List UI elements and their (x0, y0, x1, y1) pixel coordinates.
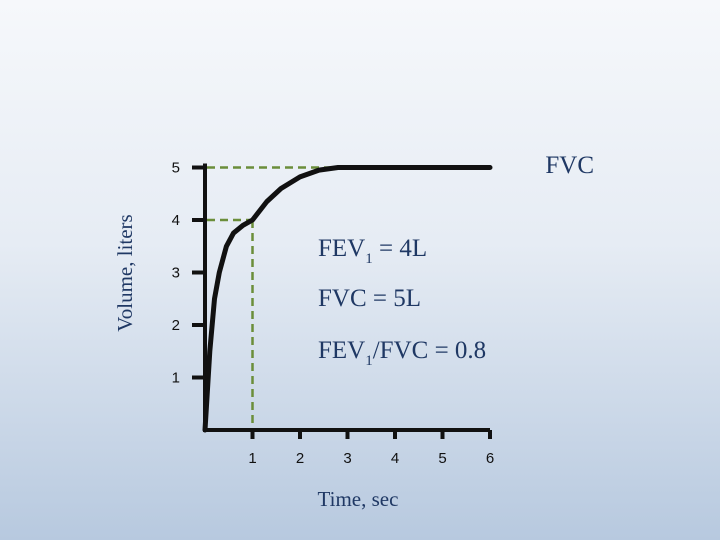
y-tick-label: 2 (172, 317, 180, 334)
series-layer (202, 165, 493, 433)
annotation-fev1-main: FEV (318, 235, 365, 262)
annotation-ratio-rest: /FVC = 0.8 (373, 337, 486, 364)
y-tick-label: 1 (172, 370, 180, 387)
y-tick-label: 5 (172, 160, 180, 177)
y-tick-label: 4 (172, 212, 180, 229)
y-ticks: 1 2 3 4 5 (172, 160, 205, 387)
annotation-fvc-main: FVC = 5L (318, 285, 421, 312)
y-tick-label: 3 (172, 265, 180, 282)
series-label-fvc: FVC (545, 152, 594, 179)
annotation-fev1: FEV1 = 4L (318, 235, 427, 267)
reference-lines (207, 166, 338, 430)
x-tick-label: 2 (296, 450, 304, 467)
x-tick-label: 3 (343, 450, 351, 467)
x-tick-label: 4 (391, 450, 399, 467)
annotation-ratio-sub: 1 (365, 353, 373, 369)
annotation-ratio-main: FEV (318, 337, 365, 364)
x-ticks: 1 2 3 4 5 6 (248, 430, 494, 467)
annotation-ratio: FEV1/FVC = 0.8 (318, 337, 486, 369)
annotation-fev1-rest: = 4L (373, 235, 427, 262)
series-line-fvc (202, 165, 493, 433)
x-axis-title: Time, sec (318, 487, 399, 511)
x-tick-label: 5 (438, 450, 446, 467)
x-tick-label: 6 (486, 450, 494, 467)
annotation-fev1-sub: 1 (365, 251, 373, 267)
x-tick-label: 1 (248, 450, 256, 467)
annotation-fvc: FVC = 5L (318, 285, 421, 312)
y-axis-title: Volume, liters (113, 214, 137, 331)
